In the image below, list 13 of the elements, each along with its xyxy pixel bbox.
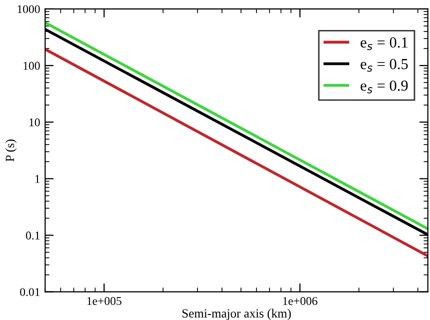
x-tick-label: 1e+005 (87, 297, 122, 306)
x-axis-title: Semi-major axis (km) (182, 308, 291, 320)
y-tick-label: 10 (30, 118, 40, 126)
y-tick-label: 1 (35, 174, 40, 183)
y-axis-title: P (s) (5, 140, 17, 162)
y-tick-label: 0.1 (26, 232, 40, 240)
legend-label: e$_{s}$ = 0.1 (360, 37, 408, 50)
legend-label: e$_{s}$ = 0.9 (360, 80, 408, 94)
legend-label: e$_{s}$ = 0.5 (360, 58, 408, 72)
y-tick-label: 0.01 (20, 288, 40, 296)
y-tick-label: 100 (24, 62, 40, 70)
x-tick-label: 1e+006 (283, 297, 318, 306)
y-tick-label: 1000 (18, 5, 40, 14)
